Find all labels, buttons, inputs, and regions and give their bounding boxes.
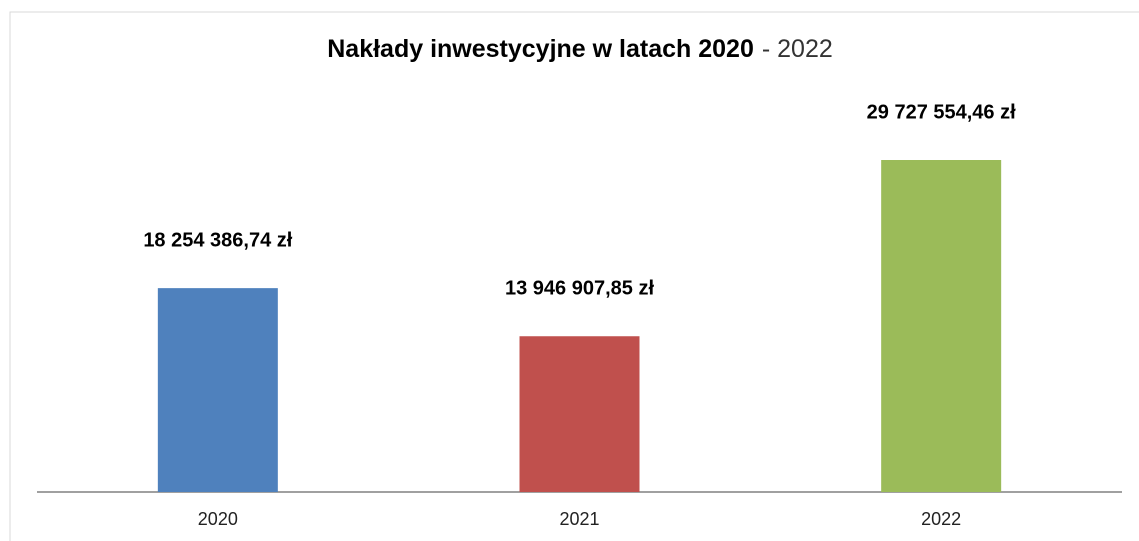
x-tick-label: 2021 — [559, 509, 599, 529]
data-label: 18 254 386,74 zł — [143, 229, 292, 251]
chart-title: Nakłady inwestycyjne w latach 2020 - 2022 — [327, 35, 833, 63]
bar — [881, 160, 1002, 492]
bar — [519, 336, 640, 492]
x-tick-label: 2022 — [921, 509, 961, 529]
data-label: 29 727 554,46 zł — [867, 101, 1016, 123]
title-light: - 2022 — [762, 35, 833, 63]
bar — [157, 288, 278, 492]
x-tick-label: 2020 — [198, 509, 238, 529]
title-bold: Nakłady inwestycyjne w latach 2020 — [327, 35, 754, 63]
chart-frame — [9, 11, 1139, 541]
data-label: 13 946 907,85 zł — [505, 278, 654, 300]
